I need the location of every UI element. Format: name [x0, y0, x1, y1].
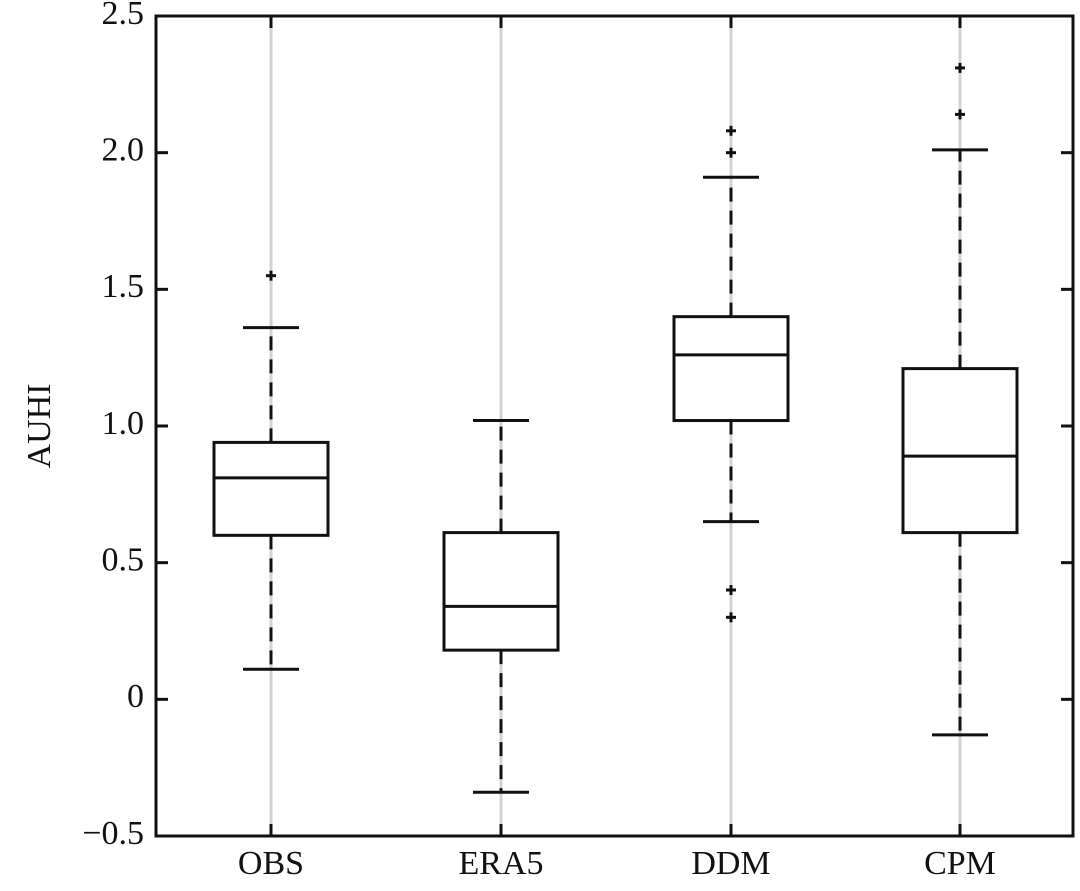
- x-tick-label-ddm: DDM: [691, 845, 770, 882]
- x-tick-label-cpm: CPM: [924, 845, 996, 882]
- box-cpm: [901, 62, 1019, 737]
- outlier-ddm: [726, 585, 736, 595]
- y-tick-label: 2.0: [102, 131, 145, 168]
- outlier-obs: [266, 270, 276, 281]
- iqr-box-ddm: [672, 315, 790, 423]
- outlier-cpm: [955, 109, 965, 120]
- x-axis-ticks: OBS ERA5 DDM CPM: [238, 16, 996, 882]
- y-tick-label: 0: [127, 678, 144, 715]
- outlier-ddm: [726, 125, 736, 136]
- y-tick-label: −0.5: [82, 815, 144, 852]
- x-tick-label-era5: ERA5: [459, 845, 544, 882]
- outlier-cpm: [955, 62, 965, 73]
- y-axis-title: AUHI: [21, 384, 58, 469]
- outlier-ddm: [726, 147, 736, 158]
- boxplots: [212, 62, 1019, 794]
- box-era5: [442, 419, 560, 794]
- y-tick-label: 1.0: [102, 405, 145, 442]
- y-tick-label: 2.5: [102, 0, 145, 32]
- y-tick-label: 1.5: [102, 268, 145, 305]
- iqr-box-era5: [442, 531, 560, 652]
- iqr-box-cpm: [901, 367, 1019, 535]
- x-tick-label-obs: OBS: [238, 845, 304, 882]
- outlier-ddm: [726, 612, 736, 623]
- box-obs: [212, 270, 330, 671]
- y-tick-label: 0.5: [102, 541, 145, 578]
- iqr-box-obs: [212, 440, 330, 537]
- y-axis-ticks: −0.5 0 0.5 1.0 1.5 2.0 2.5: [82, 0, 1073, 852]
- gridlines: [269, 16, 962, 836]
- box-ddm: [672, 125, 790, 623]
